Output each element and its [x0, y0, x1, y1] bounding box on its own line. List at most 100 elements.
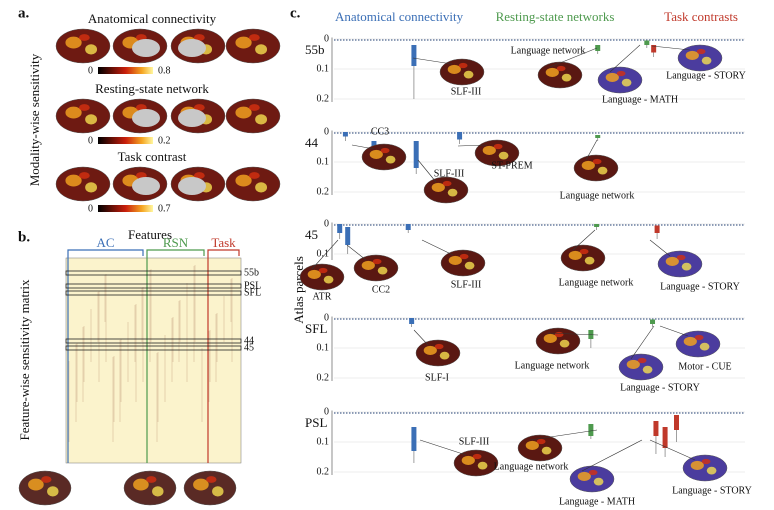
- brain-blob: [459, 253, 469, 260]
- colorbar: [98, 137, 153, 144]
- panel-label: b.: [18, 229, 30, 245]
- brain-blob: [568, 250, 582, 260]
- brain-blob: [447, 188, 458, 197]
- brain-blob: [28, 478, 44, 491]
- y-tick-label: 0.1: [317, 436, 330, 447]
- brain-blob: [577, 471, 591, 481]
- group-label: Task: [211, 235, 236, 250]
- annotation: SLF-III: [459, 436, 490, 447]
- brain-blob: [85, 182, 98, 193]
- y-label: Feature-wise sensitivity matrix: [17, 279, 32, 441]
- brain-blob: [696, 48, 706, 55]
- row-name: 44: [305, 135, 319, 150]
- panel-label: a.: [18, 5, 30, 21]
- brain-blob: [65, 36, 82, 49]
- brain: [453, 449, 499, 477]
- brain-blob: [543, 333, 557, 343]
- brain-blob: [541, 446, 552, 455]
- brain-blob: [377, 266, 388, 275]
- group-bracket: [67, 249, 144, 256]
- group-header: Task contrasts: [664, 9, 738, 24]
- colorbar-label: 0: [88, 203, 93, 214]
- brain-blob: [152, 486, 164, 497]
- brain-blob: [193, 34, 205, 41]
- row-label: 44: [244, 335, 254, 346]
- group-label: AC: [96, 235, 114, 250]
- medial-wall: [178, 39, 206, 57]
- matrix: [65, 257, 242, 464]
- box: [337, 224, 343, 233]
- annotation: Motor - CUE: [678, 361, 731, 372]
- y-tick-label: 0.1: [317, 248, 330, 259]
- brain-blob: [605, 72, 619, 82]
- brain-blob: [235, 106, 252, 119]
- colorbar-label: 0: [88, 65, 93, 76]
- box: [595, 135, 601, 138]
- colorbar-label: 0.7: [158, 203, 171, 214]
- brain-blob: [464, 261, 475, 270]
- arrow: [529, 429, 598, 441]
- brain-blob: [434, 343, 444, 350]
- arrow: [581, 439, 643, 472]
- y-tick-label: 0.2: [317, 466, 330, 477]
- y-tick-label: 0.1: [317, 156, 330, 167]
- brain: [682, 454, 728, 482]
- brain: [657, 250, 703, 278]
- arrow: [549, 47, 598, 68]
- box: [674, 415, 679, 430]
- brain-blob: [307, 269, 321, 279]
- annotation: SLF-III: [451, 279, 482, 290]
- box: [345, 227, 351, 245]
- box: [405, 224, 411, 230]
- brain-blob: [146, 476, 157, 483]
- brain-blob: [235, 174, 252, 187]
- row-name: 55b: [305, 42, 325, 57]
- brain: [618, 353, 664, 381]
- brain-blob: [472, 453, 482, 460]
- brain-blob: [621, 78, 632, 87]
- arrow: [457, 144, 488, 147]
- box: [411, 45, 417, 66]
- brain-blob: [65, 174, 82, 187]
- brain-blob: [616, 70, 626, 77]
- colorbar-label: 0: [88, 135, 93, 146]
- arrow: [649, 439, 696, 461]
- brain-blob: [248, 172, 260, 179]
- brain: [440, 249, 486, 277]
- y-tick-label: 0: [324, 312, 329, 323]
- box: [651, 45, 657, 53]
- brain-blob: [676, 254, 686, 261]
- group-bracket: [146, 249, 205, 256]
- brain-blob: [588, 469, 598, 476]
- brain-blob: [556, 65, 566, 72]
- brain-blob: [206, 476, 217, 483]
- brain-blob: [323, 275, 334, 284]
- arrow: [585, 139, 598, 161]
- y-tick-label: 0: [324, 33, 329, 44]
- brain-blob: [545, 67, 559, 77]
- box: [594, 224, 600, 227]
- arrow: [609, 44, 641, 73]
- brain-blob: [41, 476, 52, 483]
- annotation: ATR: [313, 291, 332, 302]
- annotation: Language - MATH: [559, 496, 635, 507]
- row-label: PSL: [244, 280, 261, 291]
- brain-blob: [699, 342, 710, 351]
- brain-blob: [65, 106, 82, 119]
- annotation: Language network: [515, 360, 590, 371]
- annotation: Language - STORY: [666, 70, 746, 81]
- medial-wall: [178, 177, 206, 195]
- brain-blob: [665, 256, 679, 266]
- y-tick-label: 0: [324, 126, 329, 137]
- brain-blob: [423, 345, 437, 355]
- arrow: [547, 332, 599, 336]
- brain-blob: [685, 50, 699, 60]
- group-label: RSN: [163, 235, 189, 250]
- box: [662, 427, 668, 448]
- row-name: 45: [305, 227, 318, 242]
- brain-blob: [380, 147, 390, 154]
- brain-blob: [683, 336, 697, 346]
- y-tick-label: 0: [324, 406, 329, 417]
- annotation: Language network: [559, 277, 634, 288]
- row-highlight: [65, 290, 242, 296]
